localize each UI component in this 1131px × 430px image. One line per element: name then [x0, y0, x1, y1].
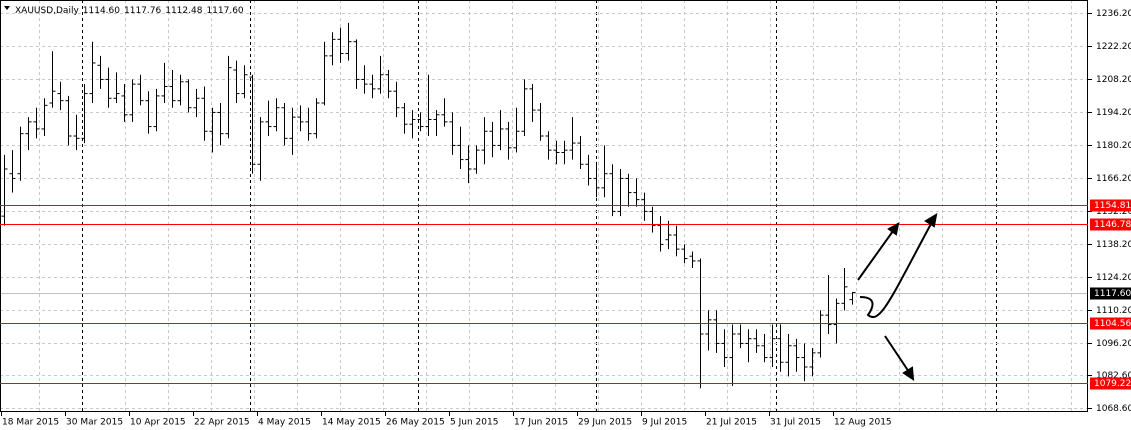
- arrow-up: [857, 230, 894, 281]
- level-label-bg: [1090, 199, 1131, 212]
- axis-layer: 1236.20 1222.20 1208.20 1194.20 1180.20 1166.…: [1, 9, 1131, 428]
- level-label: 1104.56: [1094, 319, 1131, 329]
- arrowhead: [924, 213, 938, 228]
- x-tick-label: 18 Mar 2015: [2, 418, 59, 428]
- x-tick-label: 14 May 2015: [322, 418, 381, 428]
- menu-triangle: [4, 6, 10, 10]
- x-tick-label: 31 Jul 2015: [770, 418, 821, 428]
- x-tick-label: 4 May 2015: [258, 418, 311, 428]
- x-tick-label: 21 Jul 2015: [706, 418, 757, 428]
- last-price-label-bg: [1090, 287, 1131, 300]
- arrow-down: [884, 335, 910, 373]
- arrowhead: [902, 366, 915, 381]
- y-tick-label: 1152.20: [1096, 207, 1131, 217]
- level-label: 1079.22: [1094, 379, 1131, 389]
- arrowhead: [887, 222, 900, 236]
- last-price-label: 1117.60: [1094, 289, 1131, 299]
- y-tick-label: 1068.60: [1096, 404, 1131, 414]
- x-tick-label: 26 May 2015: [386, 418, 445, 428]
- level-label-bg: [1090, 377, 1131, 390]
- y-tick-label: 1110.20: [1096, 306, 1131, 316]
- chart-header: XAUUSD,Daily 1114.60 1117.76 1112.48 1117.60: [15, 6, 244, 16]
- level-label: 1154.81: [1094, 201, 1131, 211]
- x-tick-label: 30 Mar 2015: [66, 418, 123, 428]
- header-low: 1112.48: [165, 6, 202, 16]
- symbol: XAUUSD,Daily: [15, 6, 79, 16]
- x-tick-label: 10 Apr 2015: [130, 418, 186, 428]
- y-tick-label: 1166.20: [1096, 174, 1131, 184]
- y-tick-label: 1124.20: [1096, 273, 1131, 283]
- level-label-bg: [1090, 317, 1131, 330]
- arrow-curve: [859, 221, 933, 318]
- y-tick-label: 1222.20: [1096, 42, 1131, 52]
- x-tick-label: 29 Jun 2015: [578, 418, 632, 428]
- header-open: 1114.60: [83, 6, 120, 16]
- x-tick-label: 9 Jul 2015: [642, 418, 687, 428]
- x-tick-label: 22 Apr 2015: [194, 418, 250, 428]
- bars-layer: [0, 22, 1088, 389]
- y-tick-label: 1082.60: [1096, 371, 1131, 381]
- drawn-arrows: [857, 213, 938, 381]
- y-tick-label: 1208.20: [1096, 75, 1131, 85]
- y-tick-label: 1236.20: [1096, 9, 1131, 19]
- y-tick-label: 1096.20: [1096, 339, 1131, 349]
- y-tick-label: 1180.20: [1096, 141, 1131, 151]
- x-tick-label: 17 Jun 2015: [514, 418, 568, 428]
- y-tick-label: 1138.20: [1096, 240, 1131, 250]
- level-label: 1146.78: [1094, 220, 1131, 230]
- x-tick-label: 12 Aug 2015: [834, 418, 892, 428]
- y-tick-label: 1194.20: [1096, 108, 1131, 118]
- level-label-bg: [1090, 218, 1131, 231]
- header-high: 1117.76: [124, 6, 161, 16]
- x-tick-label: 5 Jun 2015: [450, 418, 498, 428]
- header-close: 1117.60: [206, 6, 243, 16]
